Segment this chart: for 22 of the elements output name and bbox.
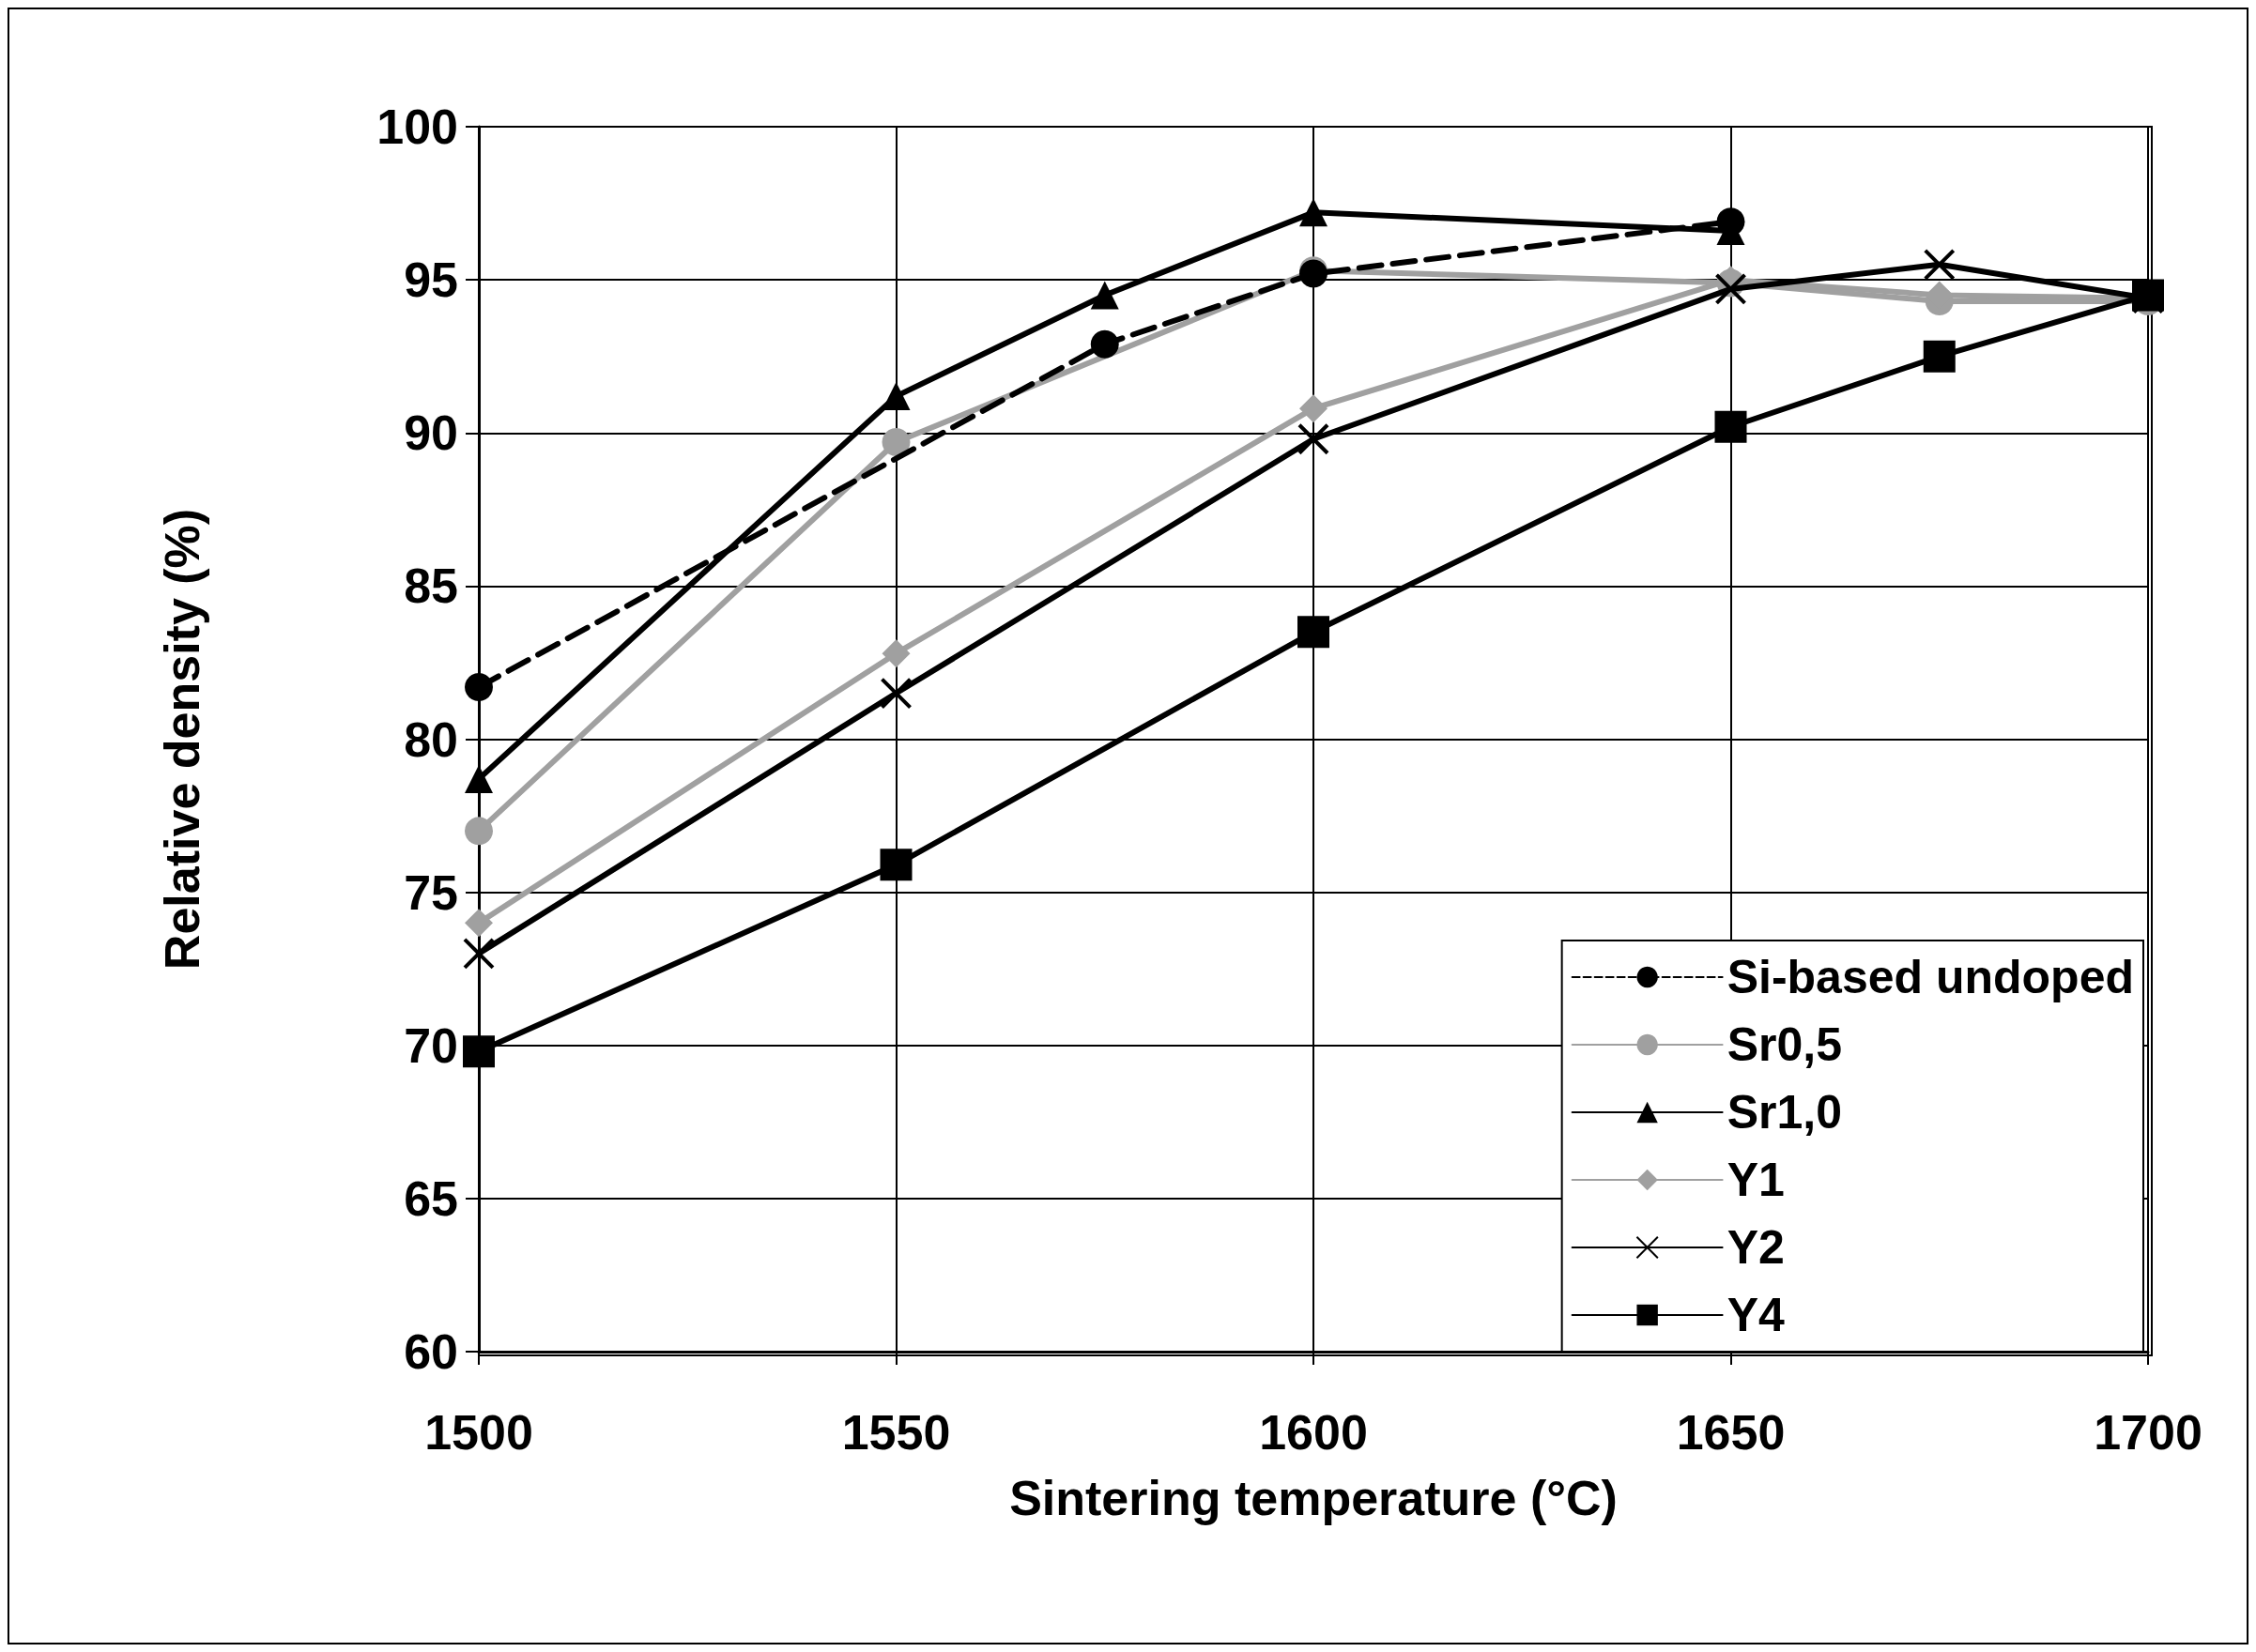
- y-tick-label: 75: [404, 864, 458, 920]
- legend-label: Sr0,5: [1727, 1018, 1842, 1071]
- y-tick-label: 100: [376, 99, 458, 154]
- legend-label: Sr1,0: [1727, 1086, 1842, 1139]
- legend-label: Si-based undoped: [1727, 951, 2135, 1003]
- y-tick-label: 90: [404, 405, 458, 461]
- y-tick-label: 80: [404, 711, 458, 767]
- x-tick-label: 1650: [1676, 1405, 1786, 1460]
- y-tick-label: 85: [404, 558, 458, 614]
- y-axis-title: Relative density (%): [155, 508, 209, 971]
- y-tick-label: 65: [404, 1170, 458, 1226]
- legend-label: Y1: [1727, 1154, 1785, 1206]
- y-tick-label: 95: [404, 252, 458, 308]
- legend-label: Y4: [1727, 1289, 1785, 1341]
- x-tick-label: 1600: [1259, 1405, 1368, 1460]
- x-axis-title: Sintering temperature (°C): [1009, 1471, 1618, 1525]
- x-tick-label: 1500: [424, 1405, 533, 1460]
- legend-label: Y2: [1727, 1221, 1785, 1274]
- y-tick-label: 70: [404, 1017, 458, 1073]
- x-tick-label: 1700: [2094, 1405, 2202, 1460]
- y-tick-label: 60: [404, 1324, 458, 1379]
- x-tick-label: 1550: [841, 1405, 951, 1460]
